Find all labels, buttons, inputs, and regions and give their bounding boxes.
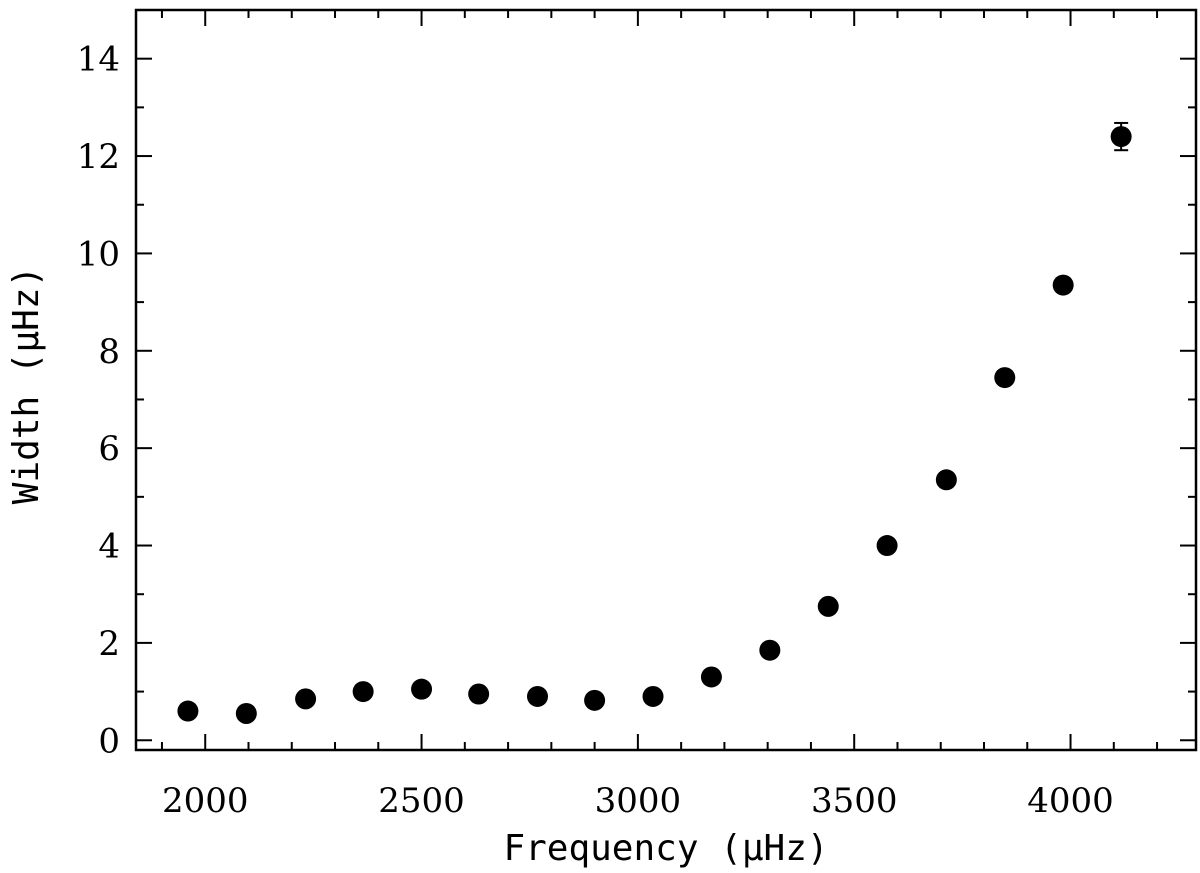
- data-point: [642, 685, 664, 707]
- x-tick-label: 2000: [162, 781, 249, 821]
- data-point: [295, 688, 317, 710]
- y-tick-label: 12: [77, 137, 120, 177]
- plot-frame: [134, 8, 1198, 752]
- data-point: [411, 678, 433, 700]
- data-point: [876, 535, 898, 557]
- data-point: [700, 666, 722, 688]
- y-tick-label: 14: [77, 40, 120, 80]
- x-tick-label: 4000: [1027, 781, 1114, 821]
- data-point: [352, 681, 374, 703]
- y-tick-label: 6: [98, 429, 120, 469]
- x-tick-label: 2500: [378, 781, 465, 821]
- y-tick-label: 8: [98, 332, 120, 372]
- data-point: [527, 685, 549, 707]
- data-point: [817, 595, 839, 617]
- data-point: [759, 639, 781, 661]
- data-point: [584, 689, 606, 711]
- y-axis-label: Width (μHz): [6, 266, 47, 504]
- data-point: [1110, 126, 1132, 148]
- data-point: [177, 700, 199, 722]
- axis-ticks: [136, 10, 1196, 750]
- x-tick-label: 3500: [811, 781, 898, 821]
- data-point: [468, 683, 490, 705]
- data-point: [935, 469, 957, 491]
- x-axis-label: Frequency (μHz): [503, 828, 828, 869]
- data-points: [177, 121, 1132, 724]
- x-tick-label: 3000: [595, 781, 682, 821]
- y-tick-label: 2: [98, 624, 120, 664]
- y-tick-label: 10: [77, 234, 120, 274]
- data-point: [235, 702, 257, 724]
- y-tick-label: 4: [98, 527, 120, 567]
- tick-labels: 2000 2500 3000 3500 4000 0 2 4 6 8 10 12 14: [77, 40, 1114, 821]
- data-point: [1052, 274, 1074, 296]
- y-tick-label: 0: [98, 721, 120, 761]
- data-point: [994, 367, 1016, 389]
